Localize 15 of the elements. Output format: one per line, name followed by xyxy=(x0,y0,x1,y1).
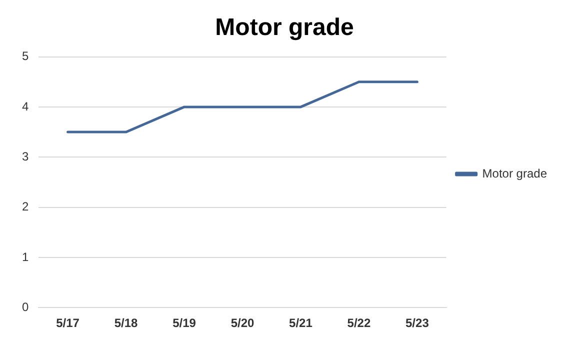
chart-title: Motor grade xyxy=(215,14,354,42)
y-tick-label: 3 xyxy=(22,149,29,164)
x-tick-label: 5/20 xyxy=(230,316,254,330)
x-tick-label: 5/21 xyxy=(289,316,313,330)
legend-label: Motor grade xyxy=(482,166,548,180)
y-tick-label: 4 xyxy=(22,99,29,114)
x-tick-label: 5/22 xyxy=(347,316,371,330)
y-tick-label: 2 xyxy=(22,200,29,214)
x-tick-label: 5/23 xyxy=(406,316,430,330)
y-tick-label: 5 xyxy=(22,49,29,64)
y-tick-label: 1 xyxy=(22,250,29,264)
y-tick-label: 0 xyxy=(22,300,29,314)
x-tick-label: 5/18 xyxy=(114,316,138,330)
x-tick-label: 5/17 xyxy=(56,316,80,330)
x-tick-label: 5/19 xyxy=(172,316,196,330)
